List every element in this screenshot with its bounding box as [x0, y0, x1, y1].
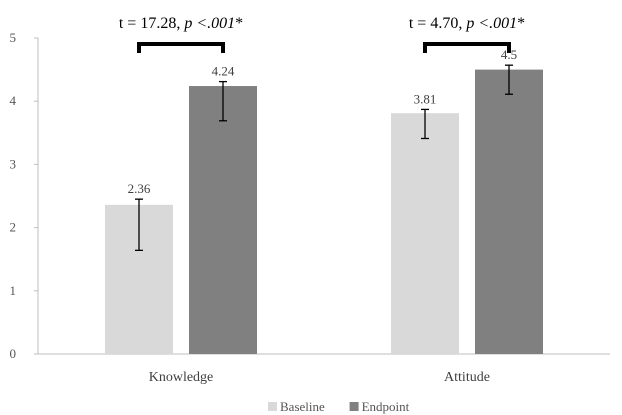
- y-tick-label: 0: [10, 346, 17, 361]
- legend-label: Baseline: [280, 399, 325, 414]
- significance-label: t = 17.28, p <.001*: [119, 15, 243, 32]
- sig-star: *: [517, 15, 525, 32]
- y-tick-label: 3: [10, 156, 17, 171]
- y-tick-label: 4: [10, 93, 17, 108]
- legend-swatch-endpoint: [349, 402, 359, 411]
- data-label: 3.81: [414, 91, 437, 106]
- sig-star: *: [235, 15, 243, 32]
- significance-bracket: [137, 42, 225, 53]
- data-label: 4.24: [212, 64, 235, 79]
- error-bars: [135, 64, 513, 252]
- y-tick-label: 2: [10, 220, 17, 235]
- bars: [105, 69, 543, 355]
- x-category-label: Knowledge: [149, 370, 214, 385]
- data-labels: 2.36 4.24 3.81 4.5: [128, 47, 518, 196]
- data-label: 4.5: [501, 47, 517, 62]
- sig-stat: t = 17.28,: [119, 15, 184, 32]
- bar-baseline-attitude: [391, 113, 459, 354]
- legend-label: Endpoint: [362, 399, 410, 414]
- sig-stat: t = 4.70,: [409, 15, 466, 32]
- sig-p: p <.001: [183, 15, 235, 32]
- significance-annotations: t = 17.28, p <.001* t = 4.70, p <.001*: [119, 15, 525, 53]
- legend-swatch-baseline: [268, 402, 277, 411]
- bar-endpoint-knowledge: [189, 86, 257, 355]
- x-category-label: Attitude: [444, 370, 490, 385]
- data-label: 2.36: [128, 181, 151, 196]
- bar-endpoint-attitude: [475, 69, 543, 354]
- significance-label: t = 4.70, p <.001*: [409, 15, 525, 32]
- y-tick-label: 1: [10, 283, 17, 298]
- y-tick-label: 5: [10, 30, 17, 45]
- sig-p: p <.001: [465, 15, 517, 32]
- significance-bracket: [423, 42, 511, 53]
- legend: Baseline Endpoint: [268, 399, 410, 414]
